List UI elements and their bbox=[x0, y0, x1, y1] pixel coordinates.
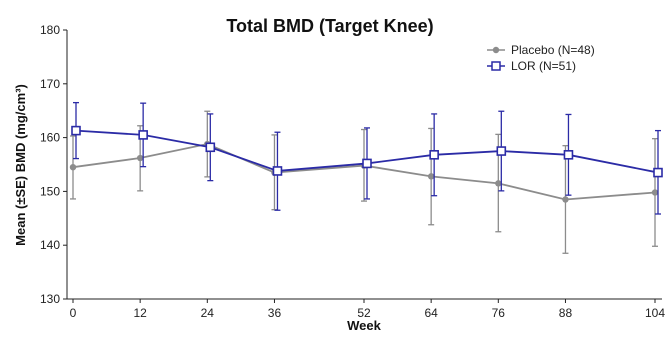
y-tick-label: 140 bbox=[40, 238, 60, 252]
x-tick-label: 64 bbox=[424, 306, 438, 320]
legend-marker bbox=[491, 61, 501, 71]
data-point bbox=[563, 150, 574, 160]
y-axis-label: Mean (±SE) BMD (mg/cm³) bbox=[13, 84, 28, 246]
x-tick-label: 76 bbox=[492, 306, 506, 320]
data-point bbox=[138, 130, 148, 140]
data-point bbox=[71, 125, 81, 136]
legend: Placebo (N=48) LOR (N=51) bbox=[487, 43, 595, 73]
data-point bbox=[136, 154, 144, 162]
x-tick-label: 0 bbox=[70, 306, 77, 320]
legend-label: Placebo (N=48) bbox=[511, 43, 595, 57]
legend-label: LOR (N=51) bbox=[511, 59, 576, 73]
data-point bbox=[205, 142, 216, 153]
legend-marker bbox=[492, 46, 500, 54]
y-tick-label: 130 bbox=[40, 292, 60, 306]
x-tick-label: 24 bbox=[201, 306, 215, 320]
series-lor bbox=[71, 101, 663, 215]
x-axis-label: Week bbox=[347, 318, 381, 333]
data-point bbox=[653, 167, 663, 178]
chart-title: Total BMD (Target Knee) bbox=[226, 16, 433, 36]
y-ticks: 130 140 150 160 170 180 bbox=[40, 23, 67, 306]
y-tick-label: 170 bbox=[40, 77, 60, 91]
x-tick-label: 52 bbox=[357, 306, 371, 320]
data-point bbox=[69, 163, 77, 171]
data-point bbox=[362, 158, 372, 169]
x-tick-label: 12 bbox=[133, 306, 147, 320]
data-point bbox=[651, 189, 659, 196]
data-point bbox=[272, 166, 283, 176]
y-tick-label: 180 bbox=[40, 23, 60, 37]
data-point bbox=[562, 196, 569, 203]
series-placebo bbox=[69, 110, 659, 254]
x-tick-label: 36 bbox=[268, 306, 282, 320]
data-point bbox=[429, 150, 439, 160]
data-point bbox=[427, 173, 435, 180]
data-point bbox=[495, 180, 502, 187]
x-tick-label: 104 bbox=[645, 306, 665, 320]
y-tick-label: 160 bbox=[40, 131, 60, 145]
plot-area bbox=[69, 101, 663, 254]
x-ticks: 0 12 24 36 52 64 76 88 104 bbox=[70, 299, 665, 320]
data-point bbox=[496, 146, 507, 156]
y-tick-label: 150 bbox=[40, 184, 60, 198]
x-tick-label: 88 bbox=[559, 306, 573, 320]
